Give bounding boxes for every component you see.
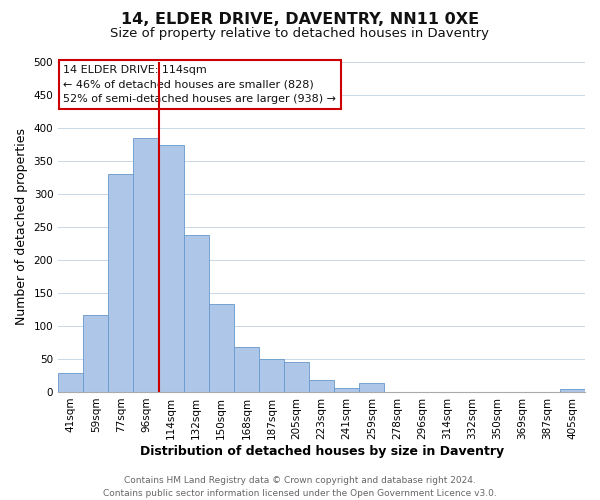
Bar [309,380,334,392]
Text: Size of property relative to detached houses in Daventry: Size of property relative to detached ho… [110,28,490,40]
Y-axis label: Number of detached properties: Number of detached properties [15,128,28,325]
Text: Contains HM Land Registry data © Crown copyright and database right 2024.
Contai: Contains HM Land Registry data © Crown c… [103,476,497,498]
Bar [209,304,234,392]
X-axis label: Distribution of detached houses by size in Daventry: Distribution of detached houses by size … [140,444,503,458]
Bar [58,374,83,392]
Bar [560,388,585,392]
Bar [83,316,109,392]
Bar [284,362,309,392]
Bar [133,138,158,392]
Bar [109,174,133,392]
Bar [259,359,284,392]
Bar [359,384,385,392]
Bar [334,388,359,392]
Bar [234,347,259,392]
Text: 14 ELDER DRIVE: 114sqm
← 46% of detached houses are smaller (828)
52% of semi-de: 14 ELDER DRIVE: 114sqm ← 46% of detached… [64,65,337,104]
Bar [158,145,184,392]
Bar [184,236,209,392]
Text: 14, ELDER DRIVE, DAVENTRY, NN11 0XE: 14, ELDER DRIVE, DAVENTRY, NN11 0XE [121,12,479,28]
